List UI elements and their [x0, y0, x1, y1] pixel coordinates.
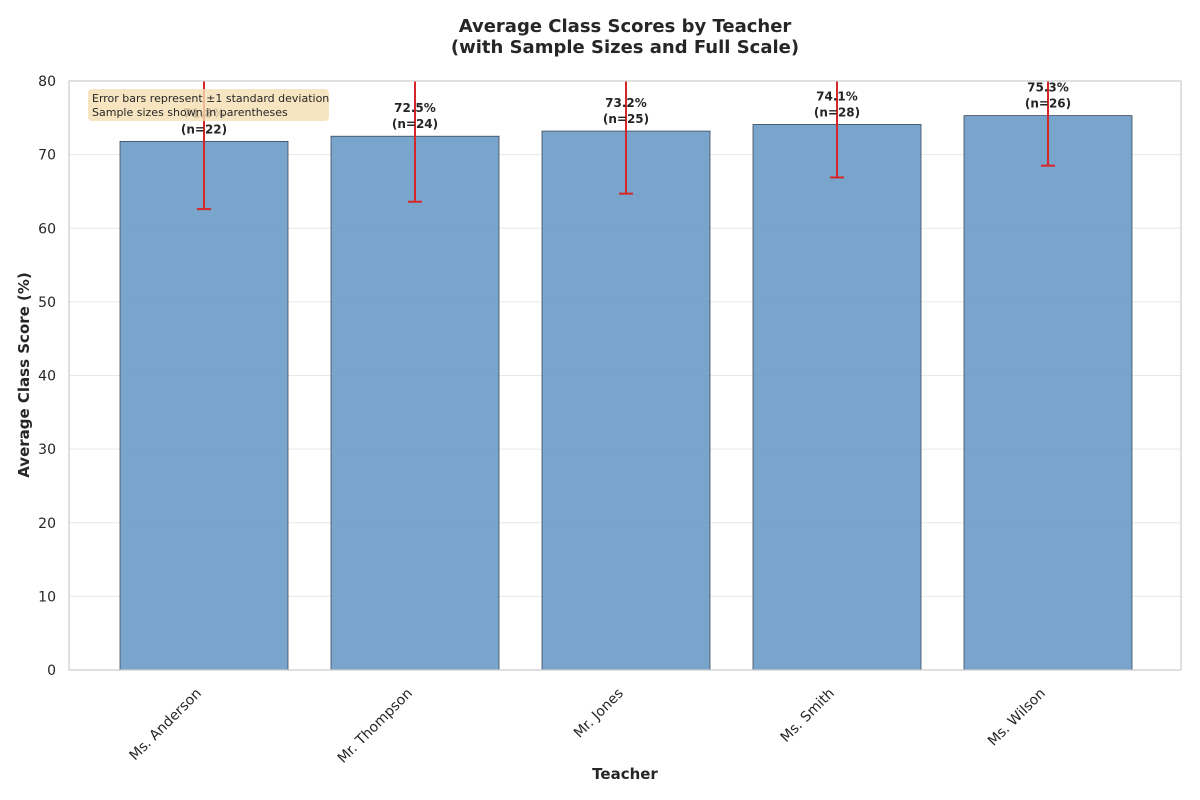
x-tick-labels: Ms. Anderson Mr. Thompson Mr. Jones Ms. Smi…: [127, 686, 1049, 767]
bar-value-label: 73.2%: [605, 96, 647, 110]
bar-sample-size-label: (n=24): [392, 117, 438, 131]
chart-title-line1: Average Class Scores by Teacher: [459, 16, 792, 37]
annotation-line2: Sample sizes shown in parentheses: [92, 106, 288, 119]
annotation-box: Error bars represent ±1 standard deviati…: [88, 89, 329, 121]
bar: [119, 140, 289, 671]
y-tick-label: 30: [38, 442, 56, 458]
y-tick-label: 40: [38, 369, 56, 385]
bar-value-label: 75.3%: [1027, 81, 1069, 95]
annotation-line1: Error bars represent ±1 standard deviati…: [92, 92, 329, 105]
bar-value-label: 72.5%: [394, 101, 436, 115]
bar-sample-size-label: (n=22): [181, 122, 227, 136]
x-tick-label: Mr. Thompson: [335, 686, 416, 767]
bar-value-label: 74.1%: [816, 89, 858, 103]
x-axis-label: Teacher: [592, 765, 658, 783]
axes-frame: [68, 80, 1182, 671]
y-tick-label: 50: [38, 295, 56, 311]
bar: [752, 124, 922, 671]
x-tick-label: Ms. Smith: [778, 686, 838, 746]
y-tick-label: 20: [38, 516, 56, 532]
bar-sample-size-label: (n=26): [1025, 97, 1071, 111]
bar: [963, 115, 1133, 671]
annotation-background: [88, 89, 329, 121]
bar-value-labels: 71.8%(n=22)72.5%(n=24)73.2%(n=25)74.1%(n…: [181, 81, 1071, 137]
bar: [330, 135, 500, 671]
x-tick-label: Mr. Jones: [571, 686, 627, 742]
x-tick-label: Ms. Wilson: [985, 686, 1049, 750]
chart-title-line2: (with Sample Sizes and Full Scale): [451, 37, 799, 58]
y-axis-label: Average Class Score (%): [15, 272, 33, 478]
x-tick-label: Ms. Anderson: [127, 686, 205, 764]
y-tick-label: 70: [38, 148, 56, 164]
y-tick-label: 80: [38, 74, 56, 90]
error-bars: [197, 81, 1055, 211]
bar-sample-size-label: (n=28): [814, 105, 860, 119]
bars: [119, 115, 1133, 671]
y-tick-label: 10: [38, 589, 56, 605]
bar-sample-size-label: (n=25): [603, 112, 649, 126]
bar: [541, 130, 711, 671]
y-tick-labels: 0 10 20 30 40 50 60 70 80: [38, 74, 56, 679]
y-tick-label: 60: [38, 221, 56, 237]
y-tick-label: 0: [47, 663, 56, 679]
